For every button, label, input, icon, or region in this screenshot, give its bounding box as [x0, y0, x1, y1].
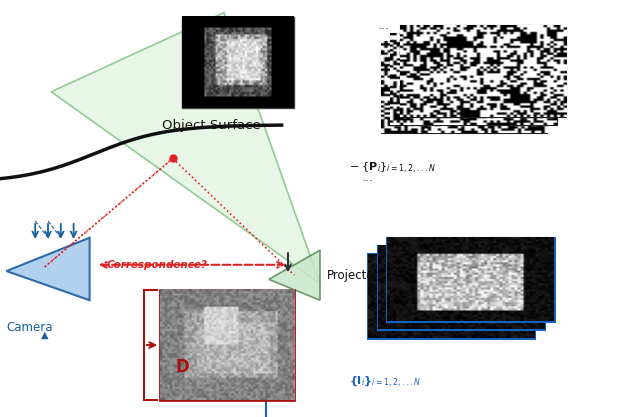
FancyBboxPatch shape — [387, 238, 554, 321]
FancyBboxPatch shape — [160, 290, 294, 400]
FancyBboxPatch shape — [378, 246, 544, 329]
FancyBboxPatch shape — [381, 42, 547, 133]
FancyBboxPatch shape — [368, 254, 534, 338]
Text: ···: ··· — [362, 175, 374, 188]
Text: Correspondence?: Correspondence? — [106, 260, 207, 270]
Text: ···: ··· — [378, 23, 390, 36]
Polygon shape — [51, 13, 320, 284]
Text: Camera: Camera — [6, 321, 53, 334]
FancyBboxPatch shape — [400, 25, 566, 117]
Text: $-$ {$\mathbf{P}_i$}$_{i=1,2,...N}$: $-$ {$\mathbf{P}_i$}$_{i=1,2,...N}$ — [349, 161, 436, 176]
Polygon shape — [269, 250, 320, 300]
Text: D: D — [175, 358, 189, 376]
Text: ▲: ▲ — [41, 329, 49, 339]
FancyBboxPatch shape — [390, 33, 557, 125]
Text: Projector: Projector — [326, 269, 379, 282]
Text: {$\mathbf{I}_i$}$_{i=1,2,...N}$: {$\mathbf{I}_i$}$_{i=1,2,...N}$ — [349, 374, 420, 389]
FancyBboxPatch shape — [182, 17, 294, 108]
Polygon shape — [6, 238, 90, 300]
Text: Object Surface: Object Surface — [162, 118, 260, 132]
